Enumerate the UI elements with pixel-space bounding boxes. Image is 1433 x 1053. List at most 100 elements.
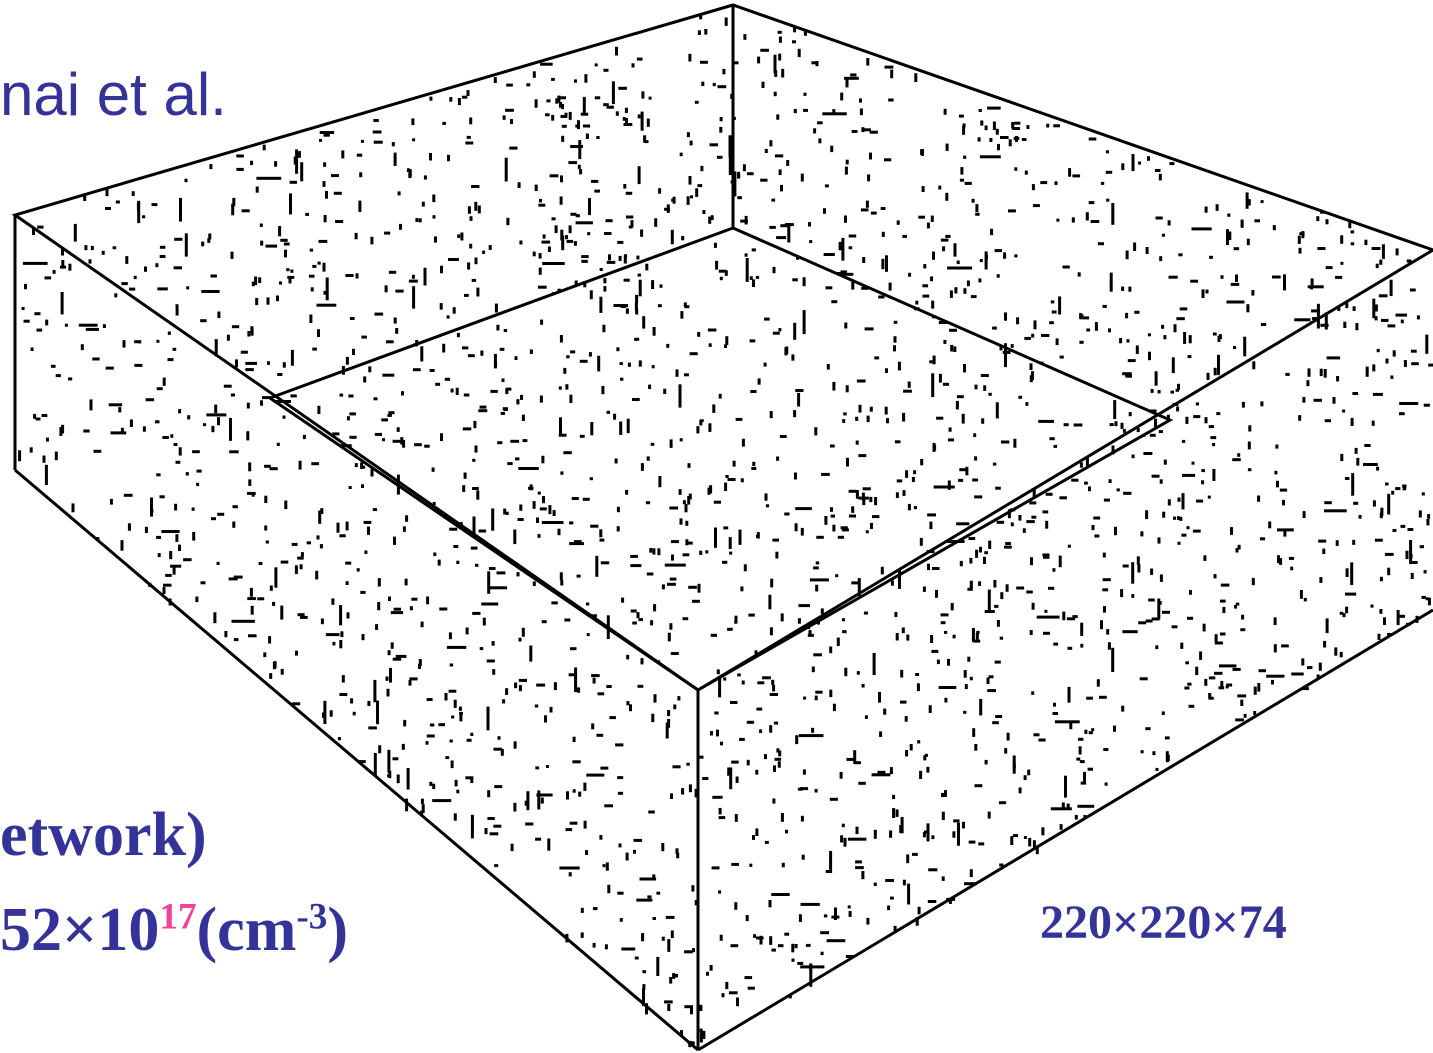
network-dot bbox=[266, 245, 278, 248]
network-dot bbox=[637, 612, 640, 618]
network-dot bbox=[1105, 783, 1108, 786]
network-dot bbox=[510, 440, 519, 443]
network-dot bbox=[487, 571, 490, 594]
network-dot bbox=[338, 737, 341, 740]
network-dot bbox=[690, 1008, 693, 1015]
network-dot bbox=[827, 364, 830, 370]
network-dot bbox=[992, 721, 999, 724]
network-dot bbox=[722, 561, 727, 564]
network-dot bbox=[462, 96, 467, 99]
network-dot bbox=[745, 216, 748, 225]
network-dot bbox=[1110, 423, 1114, 426]
network-dot bbox=[424, 445, 430, 448]
network-dot bbox=[429, 782, 432, 786]
network-dot bbox=[770, 411, 773, 418]
network-dot bbox=[1379, 260, 1382, 265]
network-dot bbox=[859, 98, 862, 102]
network-dot bbox=[632, 63, 635, 67]
network-dot bbox=[914, 73, 917, 82]
network-dot bbox=[447, 646, 466, 649]
network-dot bbox=[385, 285, 388, 292]
network-dot bbox=[649, 97, 652, 100]
network-dot bbox=[646, 501, 650, 504]
network-dot bbox=[518, 182, 521, 188]
network-dot bbox=[606, 862, 609, 870]
network-dot bbox=[970, 581, 973, 589]
network-dot bbox=[615, 743, 623, 746]
network-dot bbox=[802, 855, 805, 860]
network-dot bbox=[504, 329, 507, 332]
network-dot bbox=[838, 536, 844, 539]
network-dot bbox=[894, 336, 897, 343]
network-dot bbox=[573, 789, 576, 793]
network-dot bbox=[960, 179, 964, 182]
network-dot bbox=[924, 831, 929, 834]
network-dot bbox=[769, 900, 772, 907]
network-dot bbox=[791, 944, 794, 953]
network-dot bbox=[284, 250, 287, 258]
network-dot bbox=[839, 242, 842, 250]
network-dot bbox=[651, 443, 655, 446]
network-dot bbox=[897, 479, 903, 482]
network-dot bbox=[1244, 714, 1247, 718]
network-dot bbox=[852, 130, 858, 133]
network-dot bbox=[970, 677, 973, 681]
network-dot bbox=[503, 115, 506, 119]
network-dot bbox=[30, 447, 33, 452]
network-dot bbox=[505, 688, 508, 695]
network-dot bbox=[352, 349, 355, 355]
network-dot bbox=[318, 511, 321, 524]
network-dot bbox=[765, 493, 768, 500]
network-dot bbox=[1123, 429, 1126, 433]
network-dot bbox=[517, 572, 520, 576]
network-dot bbox=[581, 255, 589, 258]
network-dot bbox=[752, 248, 756, 251]
network-dot bbox=[1336, 376, 1339, 381]
network-dot bbox=[173, 348, 177, 351]
network-dot bbox=[620, 378, 623, 381]
network-dot bbox=[1324, 501, 1332, 504]
network-dot bbox=[197, 470, 202, 473]
network-dot bbox=[1188, 355, 1192, 358]
network-dot bbox=[923, 295, 930, 298]
network-dot bbox=[1190, 280, 1198, 283]
network-dot bbox=[339, 693, 347, 696]
network-dot bbox=[996, 129, 999, 135]
network-dot bbox=[176, 304, 179, 307]
network-dot bbox=[569, 225, 572, 233]
network-dot bbox=[857, 671, 860, 675]
network-dot bbox=[1162, 234, 1165, 237]
network-dot bbox=[979, 109, 982, 112]
network-dot bbox=[348, 395, 353, 398]
network-dot bbox=[1219, 664, 1236, 667]
network-dot bbox=[1120, 589, 1123, 597]
network-dot bbox=[606, 685, 611, 688]
network-dot bbox=[1131, 594, 1134, 598]
network-dot bbox=[983, 385, 986, 391]
network-dot bbox=[647, 119, 650, 127]
network-dot bbox=[426, 741, 429, 745]
network-dot bbox=[1071, 479, 1078, 482]
network-dot bbox=[1404, 360, 1407, 367]
network-dot bbox=[1162, 611, 1170, 614]
network-dot bbox=[636, 899, 652, 902]
network-dot bbox=[918, 907, 921, 915]
network-dot bbox=[355, 463, 358, 467]
network-dot bbox=[1132, 455, 1135, 459]
network-dot bbox=[960, 561, 963, 566]
network-dot bbox=[626, 192, 633, 195]
network-dot bbox=[803, 769, 806, 774]
network-dot bbox=[429, 153, 432, 161]
network-dot bbox=[1024, 836, 1027, 839]
network-dot bbox=[1064, 776, 1067, 798]
network-dot bbox=[574, 241, 577, 246]
network-dot bbox=[829, 690, 832, 697]
network-dot bbox=[965, 182, 972, 185]
network-dot bbox=[1148, 352, 1151, 361]
network-dot bbox=[533, 581, 536, 586]
network-dot bbox=[470, 777, 473, 784]
network-dot bbox=[895, 440, 901, 443]
network-dot bbox=[750, 390, 756, 393]
network-dot bbox=[945, 235, 950, 238]
network-dot bbox=[245, 368, 253, 371]
